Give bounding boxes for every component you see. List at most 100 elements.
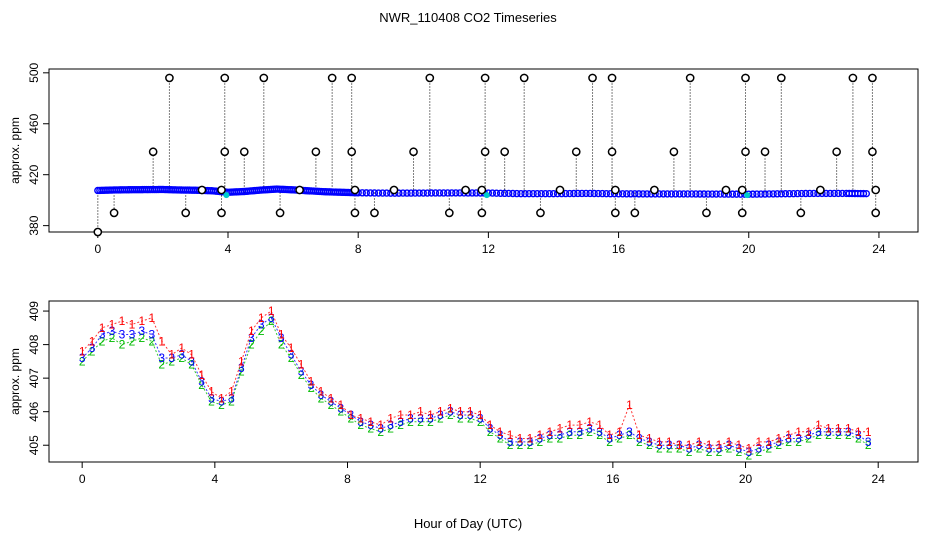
bottom-series-2-marker: 2 — [367, 421, 374, 435]
bottom-series-1-marker: 1 — [397, 408, 404, 422]
top-x-tick-label: 20 — [742, 242, 756, 256]
bottom-series-2-marker: 2 — [745, 448, 752, 462]
bottom-series-2-marker: 2 — [537, 435, 544, 449]
bottom-series-2-marker: 2 — [308, 381, 315, 395]
bottom-series-1-marker: 1 — [208, 385, 215, 399]
bottom-series-1-marker: 1 — [706, 438, 713, 452]
top-baseline-point — [789, 189, 798, 198]
bottom-series-3-marker: 3 — [745, 445, 752, 459]
top-spike-point — [220, 147, 230, 157]
bottom-series-3-marker: 3 — [248, 331, 255, 345]
bottom-series-1-marker: 1 — [308, 375, 315, 389]
bottom-series-3-marker: 3 — [825, 425, 832, 439]
bottom-series-1-marker: 1 — [487, 418, 494, 432]
bottom-series-2-marker: 2 — [626, 428, 633, 442]
top-baseline-point — [667, 190, 676, 198]
top-baseline-point — [627, 190, 635, 198]
top-baseline-point — [492, 189, 501, 197]
bottom-series-3-marker: 3 — [139, 324, 146, 338]
bottom-series-1-marker: 1 — [666, 435, 673, 449]
bottom-series-3-marker: 3 — [576, 425, 583, 439]
top-spike-point — [239, 147, 249, 157]
top-baseline-point — [700, 190, 708, 198]
bottom-series-3-marker: 3 — [298, 364, 305, 378]
bottom-series-2-marker: 2 — [168, 354, 175, 368]
top-spike-point — [259, 73, 269, 83]
top-spike-point — [347, 147, 357, 157]
top-baseline-point — [675, 190, 684, 198]
bottom-series-2-marker: 2 — [676, 442, 683, 456]
bottom-series-3-marker: 3 — [566, 425, 573, 439]
top-spike-point — [217, 208, 226, 218]
bottom-series-2-marker: 2 — [178, 351, 185, 365]
bottom-series-1-marker: 1 — [527, 432, 534, 446]
bottom-series-1-marker: 1 — [556, 421, 563, 435]
bottom-series-3-marker: 3 — [795, 432, 802, 446]
bottom-series-2-marker: 2 — [805, 432, 812, 446]
top-spike-point — [461, 185, 470, 195]
top-spike-point — [848, 73, 858, 83]
bottom-series-3-marker: 3 — [706, 442, 713, 456]
top-baseline-point — [679, 190, 688, 198]
bottom-series-2-marker: 2 — [347, 411, 354, 425]
bottom-series-2-marker: 2 — [238, 364, 245, 378]
top-spike-point — [571, 147, 581, 157]
bottom-series-2-marker: 2 — [129, 334, 136, 348]
bottom-series-1-marker: 1 — [497, 425, 504, 439]
bottom-series-2-marker: 2 — [686, 445, 693, 459]
bottom-series-3-marker: 3 — [119, 328, 126, 342]
bottom-series-2-marker: 2 — [785, 435, 792, 449]
top-spike-point — [669, 147, 679, 157]
bottom-series-2-marker: 2 — [765, 442, 772, 456]
bottom-series-1-marker: 1 — [606, 428, 613, 442]
bottom-series-2-marker: 2 — [298, 368, 305, 382]
top-x-tick-label: 24 — [872, 242, 886, 256]
bottom-series-3-marker: 3 — [218, 395, 225, 409]
bottom-series-3-marker: 3 — [357, 415, 364, 429]
top-baseline-point — [549, 189, 558, 198]
bottom-series-3-marker: 3 — [527, 435, 534, 449]
bottom-series-2-marker: 2 — [865, 438, 872, 452]
top-spike-point — [217, 185, 226, 195]
top-cyan-point — [483, 192, 490, 199]
bottom-series-1-marker: 1 — [328, 391, 335, 405]
bottom-series-3-marker: 3 — [517, 435, 524, 449]
bottom-series-1-marker: 1 — [178, 341, 185, 355]
bottom-series-3-marker: 3 — [646, 435, 653, 449]
bottom-series-3-marker: 3 — [716, 442, 723, 456]
bottom-series-1-marker: 1 — [129, 317, 136, 331]
top-spike-point — [220, 73, 230, 83]
bottom-series-2-marker: 2 — [457, 411, 464, 425]
bottom-series-3-marker: 3 — [99, 328, 106, 342]
top-spike-point — [871, 208, 881, 218]
bottom-series-3-marker: 3 — [318, 388, 325, 402]
bottom-series-1-marker: 1 — [288, 341, 295, 355]
bottom-series-2-marker: 2 — [497, 432, 504, 446]
top-baseline-point — [639, 190, 647, 198]
top-baseline-point — [488, 189, 497, 197]
bottom-series-3-marker: 3 — [308, 378, 315, 392]
bottom-series-1-line — [81, 310, 869, 450]
bottom-series-3-marker: 3 — [537, 432, 544, 446]
top-baseline-point — [781, 190, 790, 198]
bottom-series-1-marker: 1 — [537, 428, 544, 442]
bottom-series-1-marker: 1 — [99, 321, 106, 335]
top-baseline-point — [407, 189, 415, 197]
bottom-series-2-marker: 2 — [109, 331, 116, 345]
bottom-series-2-marker: 2 — [437, 411, 444, 425]
top-spike-point — [311, 147, 321, 157]
bottom-series-1-marker: 1 — [188, 348, 195, 362]
bottom-series-2-marker: 2 — [208, 395, 215, 409]
top-baseline-point — [838, 189, 847, 198]
top-baseline-point — [859, 189, 868, 198]
bottom-series-2-marker: 2 — [148, 334, 155, 348]
bottom-series-1-marker: 1 — [357, 411, 364, 425]
bottom-series-2-marker: 2 — [357, 418, 364, 432]
top-spike-point — [425, 73, 435, 83]
bottom-y-tick-label: 406 — [27, 401, 41, 421]
top-baseline-point — [574, 189, 582, 198]
top-spike-point — [109, 208, 119, 218]
top-spike-point — [536, 208, 545, 218]
bottom-series-1-marker: 1 — [586, 415, 593, 429]
bottom-series-3-marker: 3 — [487, 421, 494, 435]
